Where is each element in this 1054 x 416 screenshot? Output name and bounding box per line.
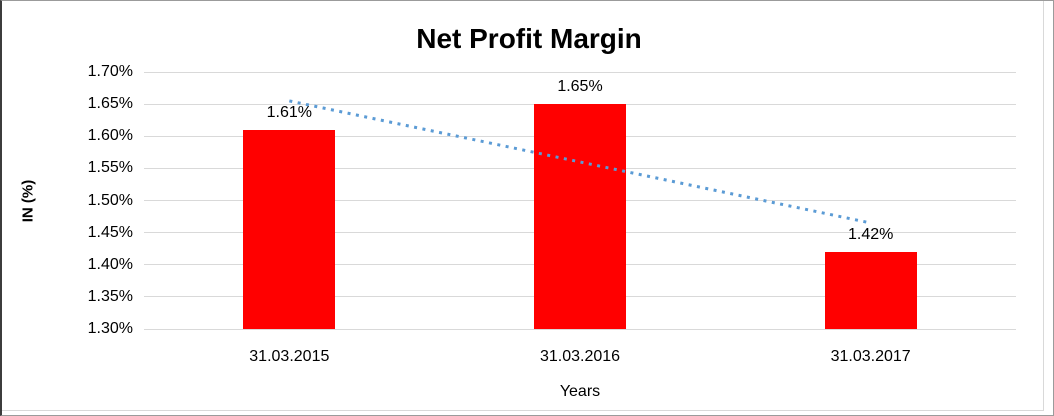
x-tick-label: 31.03.2016 bbox=[539, 348, 621, 365]
bar-31.03.2017 bbox=[824, 251, 917, 329]
data-label: 1.65% bbox=[557, 78, 603, 96]
x-tick-label: 31.03.2015 bbox=[249, 348, 330, 365]
y-tick-label: 1.55% bbox=[87, 159, 133, 177]
data-label: 1.61% bbox=[266, 103, 313, 121]
x-tick-label: 31.03.2017 bbox=[830, 348, 911, 365]
bar-31.03.2016 bbox=[534, 104, 626, 329]
trendline bbox=[289, 99, 871, 225]
data-label: 1.42% bbox=[847, 225, 894, 243]
plot-area: 1.61% 1.65% 1.42% bbox=[144, 71, 1016, 330]
y-tick-label: 1.60% bbox=[87, 127, 133, 145]
y-tick-label: 1.70% bbox=[87, 63, 133, 80]
x-axis-title: Years bbox=[559, 383, 601, 400]
gridline bbox=[144, 71, 1016, 73]
y-tick-label: 1.65% bbox=[87, 95, 133, 113]
chart-frame bbox=[2, 1, 1044, 411]
chart-title: Net Profit Margin bbox=[416, 23, 642, 54]
y-tick-label: 1.40% bbox=[87, 255, 133, 273]
y-tick-label: 1.45% bbox=[87, 223, 133, 241]
gridline bbox=[144, 328, 1016, 330]
y-tick-label: 1.35% bbox=[87, 287, 133, 305]
y-tick-label: 1.50% bbox=[87, 191, 133, 209]
bar-31.03.2015 bbox=[243, 129, 336, 329]
y-tick-label: 1.30% bbox=[87, 320, 133, 337]
